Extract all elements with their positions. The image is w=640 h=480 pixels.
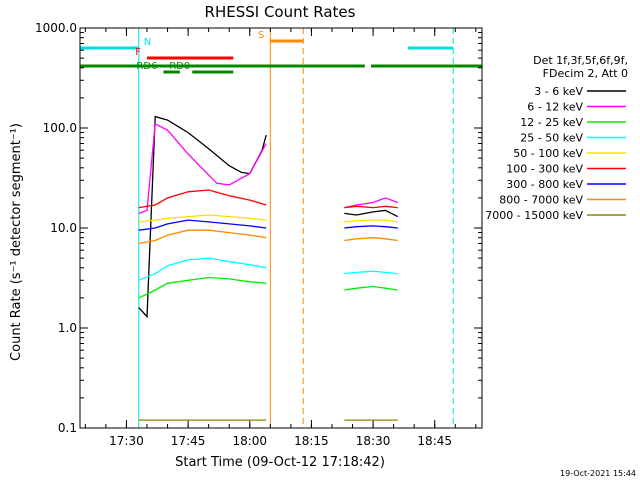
legend-entry-label: 6 - 12 keV: [527, 101, 583, 114]
y-tick-label: 10.0: [50, 221, 77, 235]
series-line-3: [138, 257, 267, 281]
series-layer: [138, 115, 398, 421]
axes-layer: 0.1 1.0 10.0 100.0 1000.0 17:30 17:45 18:00 18:1…: [35, 21, 483, 448]
series-line-2: [138, 276, 267, 299]
y-tick-label: 1.0: [58, 321, 77, 335]
series-line-0: [344, 209, 398, 218]
series-line-5: [344, 205, 398, 209]
legend-entry-label: 300 - 800 keV: [506, 178, 583, 191]
x-tick-label: 18:45: [417, 434, 452, 448]
annotation-label: F: [135, 47, 141, 58]
legend-entry-label: 100 - 300 keV: [506, 163, 583, 176]
x-axis-label: Start Time (09-Oct-12 17:18:42): [175, 455, 385, 470]
series-line-5: [138, 189, 267, 209]
series-line-6: [344, 225, 398, 229]
series-line-3: [344, 270, 398, 275]
legend-entry-label: 7000 - 15000 keV: [485, 209, 583, 222]
series-line-7: [344, 237, 398, 242]
y-tick-label: 1000.0: [35, 21, 77, 35]
timestamp: 19-Oct-2021 15:44: [560, 469, 636, 478]
series-line-1: [344, 197, 398, 209]
series-line-1: [138, 122, 267, 215]
legend-entry-label: 800 - 7000 keV: [499, 194, 583, 207]
series-line-2: [344, 285, 398, 291]
legend-header-line-2: FDecim 2, Att 0: [543, 67, 628, 80]
x-tick-label: 18:30: [356, 434, 391, 448]
plot-frame: [79, 27, 483, 429]
legend-entry-label: 3 - 6 keV: [534, 85, 583, 98]
legend: 3 - 6 keV 6 - 12 keV 12 - 25 keV 25 - 50 ke…: [485, 85, 626, 222]
legend-entry-label: 12 - 25 keV: [520, 116, 583, 129]
x-tick-label: 17:45: [171, 434, 206, 448]
series-line-4: [344, 219, 398, 223]
annotation-label: S: [258, 30, 264, 41]
series-line-0: [138, 115, 267, 319]
legend-entry-label: 25 - 50 keV: [520, 132, 583, 145]
x-tick-label: 18:15: [294, 434, 329, 448]
series-line-4: [138, 214, 267, 223]
y-tick-label: 0.1: [58, 421, 77, 435]
chart-title: RHESSI Count Rates: [205, 3, 356, 21]
y-axis-label: Count Rate (s⁻¹ detector segment⁻¹): [9, 123, 24, 361]
annotation-label: N: [144, 37, 151, 48]
series-line-6: [138, 219, 267, 231]
x-tick-label: 18:00: [232, 434, 267, 448]
series-line-7: [138, 229, 267, 245]
y-tick-label: 100.0: [43, 121, 77, 135]
x-tick-label: 17:30: [109, 434, 144, 448]
annotation-layer: NSFRD0RD6: [80, 28, 482, 428]
legend-entry-label: 50 - 100 keV: [513, 147, 583, 160]
legend-header-line-1: Det 1f,3f,5f,6f,9f,: [533, 54, 628, 67]
